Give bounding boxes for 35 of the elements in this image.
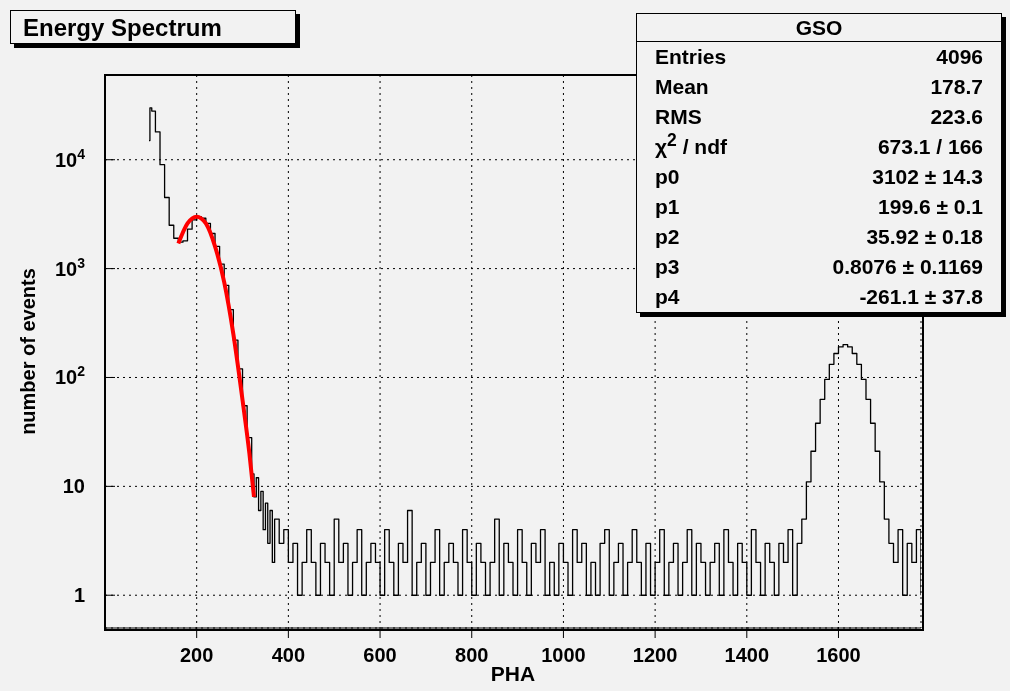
x-tick-label: 800 (455, 644, 489, 666)
text: 178.7 (930, 74, 983, 100)
annotation: p4 (655, 284, 680, 310)
text: 4096 (936, 44, 983, 70)
x-tick-label: 1600 (816, 644, 861, 666)
annotation: p3 (655, 254, 680, 280)
x-tick-label: 600 (363, 644, 397, 666)
text: 223.6 (930, 104, 983, 130)
y-tick-label: 1 (73, 584, 85, 607)
y-axis-title: number of events (17, 268, 40, 435)
x-tick-label: 1200 (632, 644, 678, 666)
annotation: 199.6 ± 0.1 (878, 194, 983, 220)
annotation: 673.1 / 166 (877, 134, 983, 160)
annotation: 3102 ± 14.3 (872, 164, 983, 190)
text: GSO (637, 14, 1001, 42)
annotation: 35.92 ± 0.18 (866, 224, 983, 250)
annotation: Mean (655, 74, 709, 100)
x-axis-title: PHA (490, 662, 536, 685)
annotation: χ$^{2}$ / ndf (655, 130, 727, 160)
y-tick-label: 10 (62, 475, 85, 498)
annotation: p2 (655, 224, 680, 250)
x-tick-label: 200 (180, 644, 214, 666)
y-tick-label: 10$^{3}$ (54, 254, 86, 280)
x-tick-label: 1400 (724, 644, 770, 666)
x-tick-label: 1000 (541, 644, 586, 666)
annotation: 0.8076 ± 0.1169 (832, 254, 983, 280)
y-tick-label: 10$^{2}$ (54, 363, 86, 389)
text: Entries (655, 44, 727, 70)
annotation: p1 (655, 194, 680, 220)
y-tick-label: 10$^{4}$ (54, 145, 86, 171)
annotation: RMS (655, 105, 702, 128)
annotation: p0 (655, 164, 680, 190)
annotation: -261.1 ± 37.8 (859, 284, 983, 310)
x-tick-label: 400 (271, 644, 306, 666)
chart-title: Energy Spectrum (10, 10, 296, 44)
